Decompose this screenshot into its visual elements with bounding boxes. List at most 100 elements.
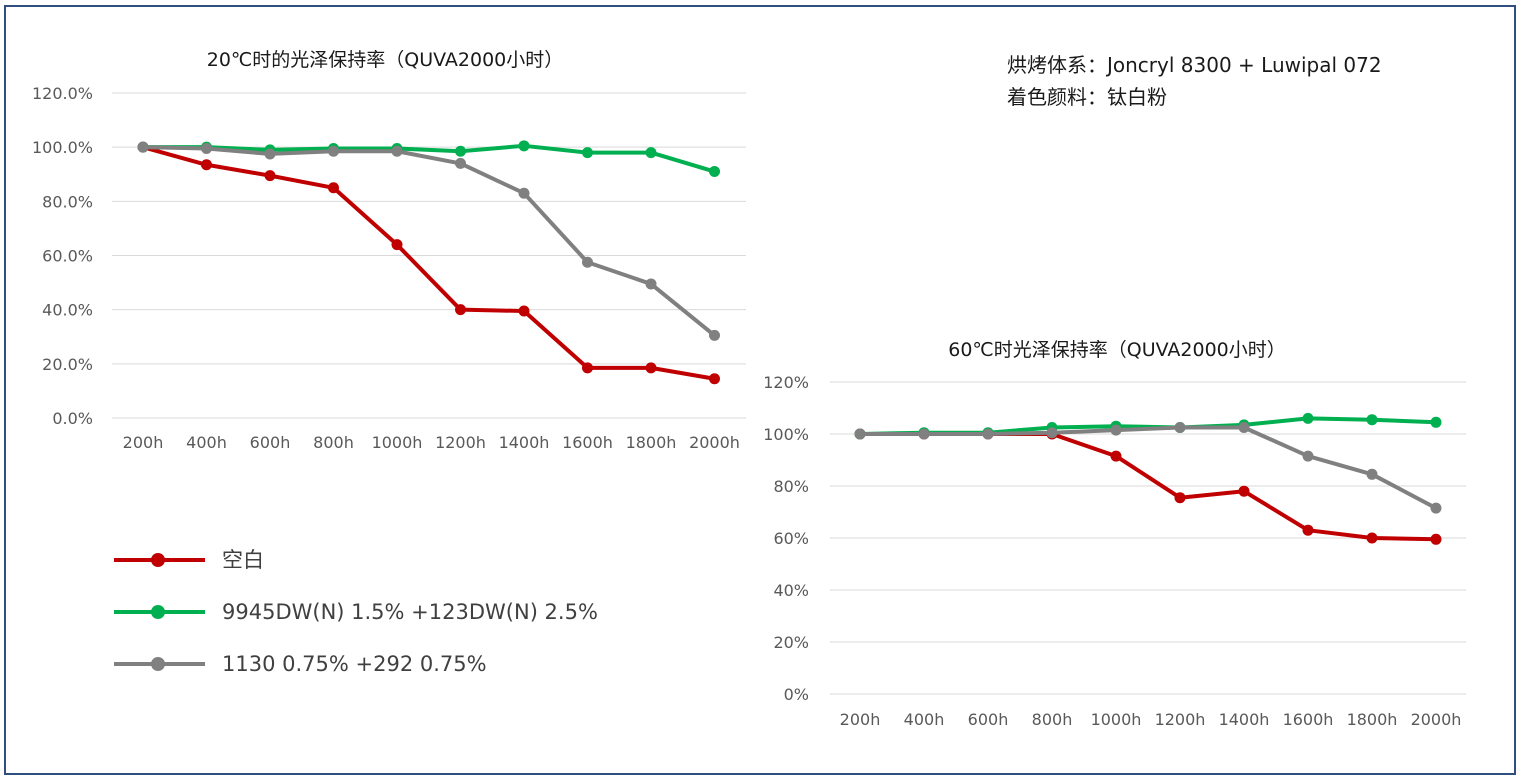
y-tick-label: 80.0% bbox=[42, 192, 93, 211]
chart-20c: 20℃时的光泽保持率（QUVA2000小时） 0.0% 20.0% 40.0% 60.… bbox=[32, 49, 746, 452]
data-point bbox=[518, 305, 530, 317]
data-point bbox=[1046, 427, 1058, 439]
legend-label: 1130 0.75% +292 0.75% bbox=[222, 652, 487, 676]
legend: 空白 9945DW(N) 1.5% +123DW(N) 2.5% 1130 0.… bbox=[114, 548, 598, 676]
data-point bbox=[1174, 422, 1186, 433]
legend-label: 空白 bbox=[222, 548, 264, 572]
series-line bbox=[143, 143, 716, 174]
x-tick-label: 800h bbox=[313, 433, 354, 452]
data-point bbox=[1366, 414, 1378, 426]
legend-label: 9945DW(N) 1.5% +123DW(N) 2.5% bbox=[222, 600, 598, 624]
series-group bbox=[137, 140, 720, 385]
data-point bbox=[391, 239, 403, 251]
y-axis: 0% 20% 40% 60% 80% 100% 120% bbox=[763, 373, 809, 704]
data-point bbox=[582, 147, 593, 159]
series-line bbox=[142, 145, 715, 381]
data-point bbox=[982, 428, 994, 440]
x-tick-label: 400h bbox=[186, 433, 227, 452]
x-tick-label: 800h bbox=[1032, 710, 1073, 729]
data-point bbox=[518, 187, 530, 199]
data-point bbox=[1110, 450, 1122, 462]
series-line bbox=[142, 145, 716, 337]
y-tick-label: 0.0% bbox=[52, 409, 93, 428]
y-tick-label: 20.0% bbox=[42, 355, 93, 374]
y-tick-label: 20% bbox=[773, 633, 809, 652]
data-point bbox=[1238, 422, 1250, 433]
pigment-note: 着色颜料：钛白粉 bbox=[1007, 85, 1167, 109]
series-0 bbox=[137, 141, 720, 385]
data-point bbox=[137, 141, 149, 153]
data-point bbox=[645, 278, 657, 290]
data-point bbox=[918, 428, 930, 440]
y-tick-label: 80% bbox=[773, 477, 809, 496]
y-tick-label: 100% bbox=[763, 425, 809, 444]
system-note: 烘烤体系：Joncryl 8300 + Luwipal 072 bbox=[1007, 53, 1382, 77]
data-point bbox=[328, 182, 339, 194]
data-point bbox=[1366, 468, 1378, 480]
data-point bbox=[264, 170, 276, 182]
x-tick-label: 1600h bbox=[1283, 710, 1334, 729]
series-line bbox=[860, 432, 1437, 542]
y-tick-label: 0% bbox=[784, 685, 809, 704]
series-2 bbox=[854, 422, 1442, 514]
data-point bbox=[201, 143, 212, 155]
data-point bbox=[1302, 412, 1314, 424]
legend-swatch-marker bbox=[151, 553, 165, 567]
y-tick-label: 120.0% bbox=[32, 84, 93, 103]
data-point bbox=[1302, 524, 1314, 536]
x-tick-label: 1200h bbox=[1155, 710, 1206, 729]
legend-swatch-marker bbox=[151, 657, 165, 671]
data-point bbox=[328, 145, 339, 157]
legend-item-9945dw: 9945DW(N) 1.5% +123DW(N) 2.5% bbox=[114, 600, 598, 624]
data-point bbox=[645, 147, 657, 159]
x-tick-label: 1000h bbox=[1091, 710, 1142, 729]
data-point bbox=[1110, 424, 1122, 436]
data-point bbox=[1430, 502, 1442, 514]
x-tick-label: 1000h bbox=[372, 433, 423, 452]
x-axis: 200h 400h 600h 800h 1000h 1200h 1400h 1600h 1800… bbox=[123, 433, 740, 452]
data-point bbox=[1302, 450, 1314, 462]
data-point bbox=[709, 166, 720, 178]
data-point bbox=[582, 362, 593, 374]
y-tick-label: 40% bbox=[773, 581, 809, 600]
legend-item-1130: 1130 0.75% +292 0.75% bbox=[114, 652, 487, 676]
x-tick-label: 1400h bbox=[499, 433, 550, 452]
x-tick-label: 1800h bbox=[1347, 710, 1398, 729]
data-point bbox=[455, 145, 466, 157]
data-point bbox=[1174, 492, 1186, 504]
y-tick-label: 120% bbox=[763, 373, 809, 392]
data-point bbox=[1238, 485, 1250, 497]
x-tick-label: 1400h bbox=[1219, 710, 1270, 729]
data-point bbox=[1430, 533, 1442, 545]
data-point bbox=[1430, 416, 1442, 428]
data-point bbox=[264, 148, 276, 160]
data-point bbox=[582, 256, 593, 268]
x-tick-label: 200h bbox=[840, 710, 881, 729]
x-tick-label: 2000h bbox=[1411, 710, 1462, 729]
x-tick-label: 2000h bbox=[689, 433, 740, 452]
data-point bbox=[709, 373, 720, 385]
series-2 bbox=[137, 141, 720, 341]
y-tick-label: 100.0% bbox=[32, 138, 93, 157]
figure-frame bbox=[4, 5, 1516, 775]
y-tick-label: 60.0% bbox=[42, 247, 93, 266]
x-tick-label: 1800h bbox=[626, 433, 677, 452]
grid-lines bbox=[830, 381, 1466, 695]
y-tick-label: 60% bbox=[773, 529, 809, 548]
data-point bbox=[854, 428, 866, 440]
series-group bbox=[854, 412, 1442, 545]
chart-title: 20℃时的光泽保持率（QUVA2000小时） bbox=[207, 49, 564, 71]
x-tick-label: 1200h bbox=[435, 433, 486, 452]
grid-lines bbox=[112, 92, 746, 419]
x-tick-label: 200h bbox=[123, 433, 164, 452]
x-axis: 200h 400h 600h 800h 1000h 1200h 1400h 1600h 1800… bbox=[840, 710, 1462, 729]
chart-60c: 60℃时光泽保持率（QUVA2000小时） 0% 20% 40% 60% 80% 100%… bbox=[763, 339, 1466, 729]
data-point bbox=[391, 145, 403, 157]
legend-item-blank: 空白 bbox=[114, 548, 264, 572]
data-point bbox=[645, 362, 657, 374]
data-point bbox=[709, 329, 720, 341]
y-axis: 0.0% 20.0% 40.0% 60.0% 80.0% 100.0% 120.0% bbox=[32, 84, 93, 428]
data-point bbox=[518, 140, 530, 152]
legend-swatch-marker bbox=[151, 605, 165, 619]
